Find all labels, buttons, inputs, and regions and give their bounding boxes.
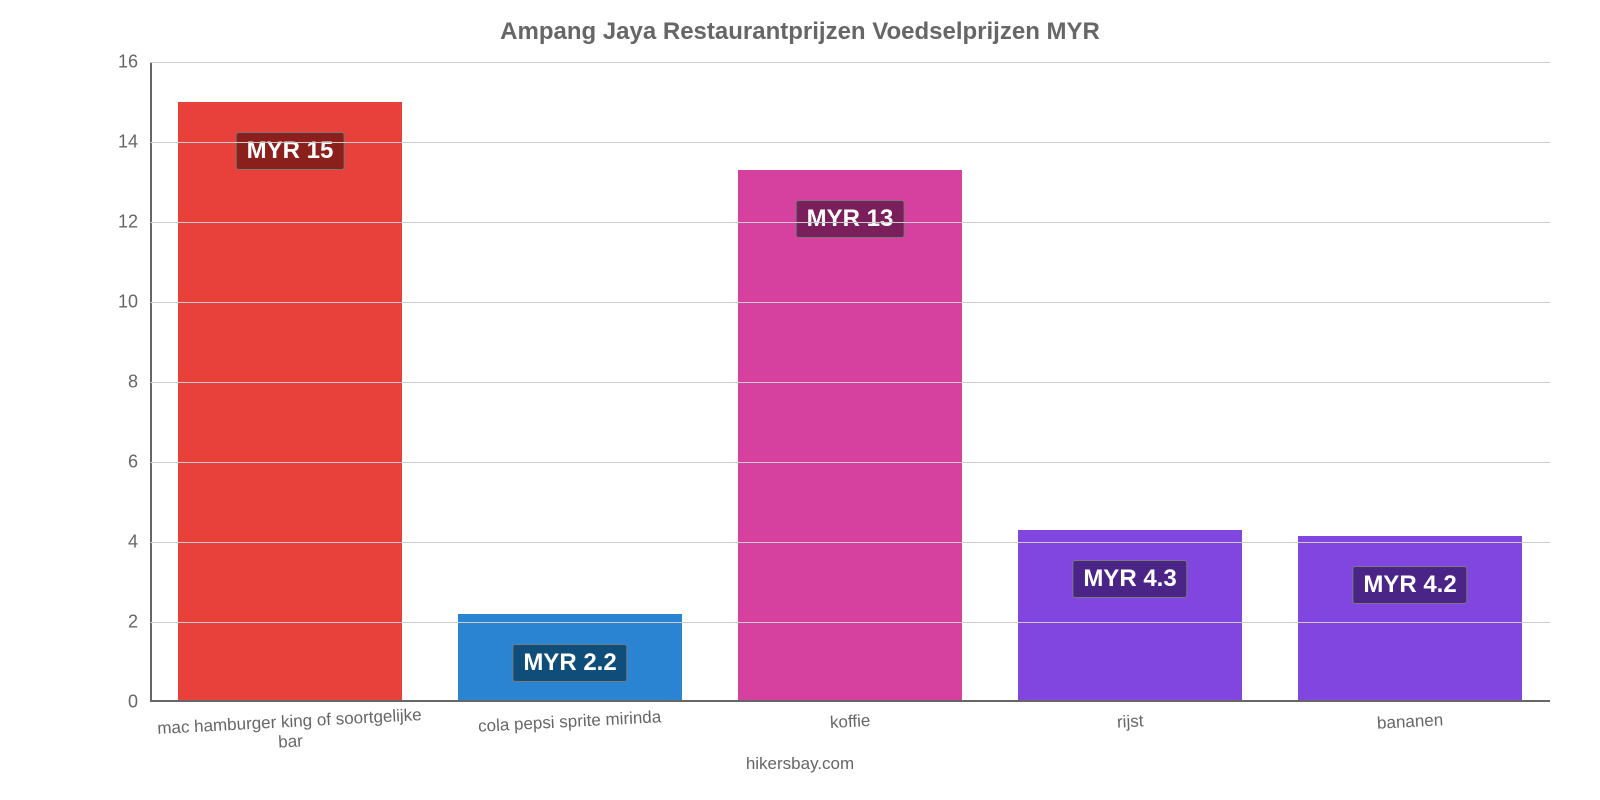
grid-line	[150, 302, 1550, 303]
y-tick-label: 4	[128, 532, 138, 553]
x-axis-label: bananen	[1270, 712, 1550, 752]
x-axis-label: rijst	[990, 712, 1270, 752]
x-axis-labels: mac hamburger king of soortgelijke barco…	[150, 712, 1550, 752]
plot-area: MYR 15MYR 2.2MYR 13MYR 4.3MYR 4.2 024681…	[150, 62, 1550, 702]
bar: MYR 4.3	[1018, 530, 1242, 702]
grid-line	[150, 382, 1550, 383]
x-axis-label: cola pepsi sprite mirinda	[430, 712, 710, 752]
x-axis	[150, 700, 1550, 702]
grid-line	[150, 462, 1550, 463]
grid-line	[150, 622, 1550, 623]
bar-value-label: MYR 15	[236, 132, 345, 170]
bar: MYR 2.2	[458, 614, 682, 702]
bar-value-label: MYR 4.3	[1072, 560, 1187, 598]
bar-value-label: MYR 4.2	[1352, 566, 1467, 604]
x-axis-label-text: rijst	[1116, 711, 1143, 732]
x-axis-label-text: cola pepsi sprite mirinda	[478, 707, 662, 737]
grid-line	[150, 222, 1550, 223]
y-tick-label: 6	[128, 452, 138, 473]
grid-line	[150, 62, 1550, 63]
attribution-text: hikersbay.com	[0, 754, 1600, 774]
grid-line	[150, 542, 1550, 543]
y-tick-label: 0	[128, 692, 138, 713]
y-tick-label: 14	[118, 132, 138, 153]
x-axis-label-text: mac hamburger king of soortgelijke bar	[149, 705, 431, 760]
bar-value-label: MYR 13	[796, 200, 905, 238]
x-axis-label-text: koffie	[829, 711, 870, 733]
x-axis-label: mac hamburger king of soortgelijke bar	[150, 712, 430, 752]
bar-value-label: MYR 2.2	[512, 644, 627, 682]
grid-line	[150, 142, 1550, 143]
y-tick-label: 10	[118, 292, 138, 313]
bar: MYR 4.2	[1298, 536, 1522, 702]
bar: MYR 15	[178, 102, 402, 702]
y-tick-label: 8	[128, 372, 138, 393]
x-axis-label-text: bananen	[1376, 710, 1443, 733]
chart-title: Ampang Jaya Restaurantprijzen Voedselpri…	[0, 18, 1600, 46]
y-tick-label: 2	[128, 612, 138, 633]
x-axis-label: koffie	[710, 712, 990, 752]
y-tick-label: 12	[118, 212, 138, 233]
y-tick-label: 16	[118, 52, 138, 73]
